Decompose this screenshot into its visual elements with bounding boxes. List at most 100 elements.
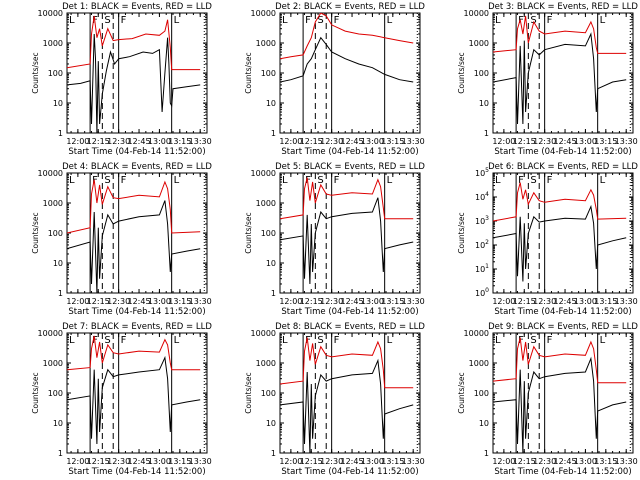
phase-marker-label: F: [121, 15, 127, 26]
phase-marker-label: L: [495, 175, 501, 186]
x-tick-label: 13:30: [615, 137, 638, 146]
phase-marker-label: L: [387, 335, 393, 346]
phase-marker-label: L: [174, 175, 180, 186]
detector-panel: Det 1: BLACK = Events, RED = LLD 1 10 100 10…: [31, 2, 212, 157]
lld-series-line: [493, 182, 627, 222]
x-tick-label: 12:30: [320, 457, 343, 466]
phase-marker-label: F: [121, 175, 127, 186]
x-tick-label: 13:00: [361, 137, 384, 146]
x-tick-label: 13:15: [381, 457, 404, 466]
x-tick-label: 13:00: [148, 457, 171, 466]
y-tick-label: 10: [266, 99, 276, 108]
phase-marker-label: F: [305, 15, 311, 26]
events-series-line: [67, 200, 201, 293]
phase-marker-label: S: [317, 175, 323, 186]
phase-marker-label: L: [600, 175, 606, 186]
x-tick-label: 12:45: [128, 297, 151, 306]
y-tick-label: 100: [48, 389, 63, 398]
x-tick-label: 12:15: [513, 457, 536, 466]
y-tick-label: 10: [53, 99, 63, 108]
phase-marker-label: F: [334, 15, 340, 26]
x-tick-label: 12:30: [320, 137, 343, 146]
series-group: [493, 337, 627, 453]
y-tick-label: 1000: [469, 39, 489, 48]
panel-title: Det 9: BLACK = Events, RED = LLD: [488, 322, 638, 332]
x-tick-label: 12:30: [320, 297, 343, 306]
y-tick-label: 1000: [43, 39, 63, 48]
y-tick-label: 1: [271, 289, 276, 298]
detector-panel: Det 9: BLACK = Events, RED = LLD 1 10 100 10…: [457, 322, 638, 477]
phase-marker-label: F: [121, 335, 127, 346]
x-axis-label: Start Time (04-Feb-14 11:52:00): [494, 467, 631, 477]
detector-panel: Det 4: BLACK = Events, RED = LLD 1 10 100 10…: [31, 162, 212, 317]
x-tick-label: 12:45: [554, 137, 577, 146]
x-tick-label: 12:00: [279, 297, 302, 306]
y-tick-label: 100: [48, 229, 63, 238]
y-axis-label: Counts/sec: [244, 372, 253, 413]
x-tick-label: 13:15: [594, 297, 617, 306]
x-axis-label: Start Time (04-Feb-14 11:52:00): [281, 467, 418, 477]
x-tick-label: 13:15: [168, 297, 191, 306]
x-tick-label: 12:00: [492, 297, 515, 306]
phase-marker-label: F: [334, 335, 340, 346]
x-tick-label: 12:15: [300, 297, 323, 306]
x-tick-label: 12:45: [128, 137, 151, 146]
phase-marker-label: L: [282, 175, 288, 186]
x-tick-label: 12:45: [341, 457, 364, 466]
detector-panel: Det 2: BLACK = Events, RED = LLD 1 10 100 10…: [244, 2, 425, 157]
events-series-line: [280, 197, 414, 285]
phase-marker-label: F: [518, 335, 524, 346]
lld-series-line: [67, 179, 201, 234]
series-group: [67, 15, 201, 133]
y-tick-label: 10000: [251, 329, 276, 338]
x-tick-label: 12:15: [87, 457, 110, 466]
phase-marker-label: F: [305, 335, 311, 346]
panel-title: Det 2: BLACK = Events, RED = LLD: [275, 2, 425, 12]
y-tick-label: 105: [475, 167, 489, 178]
events-series-line: [67, 33, 201, 133]
x-tick-label: 12:30: [533, 457, 556, 466]
events-series-line: [493, 204, 627, 282]
x-tick-label: 13:30: [189, 297, 212, 306]
y-tick-label: 100: [48, 69, 63, 78]
phase-marker-label: L: [387, 175, 393, 186]
y-axis-label: Counts/sec: [457, 212, 466, 253]
y-tick-label: 100: [475, 287, 489, 298]
x-axis-label: Start Time (04-Feb-14 11:52:00): [68, 467, 205, 477]
y-tick-label: 100: [261, 69, 276, 78]
x-tick-label: 12:15: [87, 297, 110, 306]
y-axis-label: Counts/sec: [457, 372, 466, 413]
y-tick-label: 10: [479, 99, 489, 108]
plot-frame: [279, 172, 421, 294]
x-tick-label: 12:15: [87, 137, 110, 146]
y-tick-label: 1000: [43, 359, 63, 368]
x-axis-label: Start Time (04-Feb-14 11:52:00): [281, 147, 418, 157]
phase-marker-label: L: [600, 15, 606, 26]
x-tick-label: 13:15: [168, 457, 191, 466]
x-tick-label: 12:30: [533, 137, 556, 146]
panel-title: Det 4: BLACK = Events, RED = LLD: [62, 162, 212, 172]
x-tick-label: 13:00: [148, 137, 171, 146]
phase-marker-label: F: [518, 175, 524, 186]
phase-marker-label: F: [547, 335, 553, 346]
phase-marker-label: S: [530, 335, 536, 346]
phase-marker-label: L: [282, 335, 288, 346]
series-group: [67, 335, 201, 445]
phase-marker-label: F: [305, 175, 311, 186]
phase-marker-label: F: [334, 175, 340, 186]
x-tick-label: 12:45: [341, 137, 364, 146]
lld-series-line: [67, 335, 201, 371]
series-group: [280, 177, 414, 285]
detector-panel: Det 3: BLACK = Events, RED = LLD 1 10 100 10…: [457, 2, 638, 157]
x-tick-label: 13:00: [574, 137, 597, 146]
x-tick-label: 12:15: [513, 137, 536, 146]
x-tick-label: 12:00: [279, 457, 302, 466]
y-tick-label: 1: [271, 449, 276, 458]
plot-frame: [279, 332, 421, 454]
y-tick-label: 10000: [38, 329, 63, 338]
y-tick-label: 10: [479, 419, 489, 428]
detector-panel: Det 8: BLACK = Events, RED = LLD 1 10 100 10…: [244, 322, 425, 477]
series-group: [280, 337, 414, 453]
phase-marker-label: L: [282, 15, 288, 26]
x-axis-label: Start Time (04-Feb-14 11:52:00): [68, 307, 205, 317]
